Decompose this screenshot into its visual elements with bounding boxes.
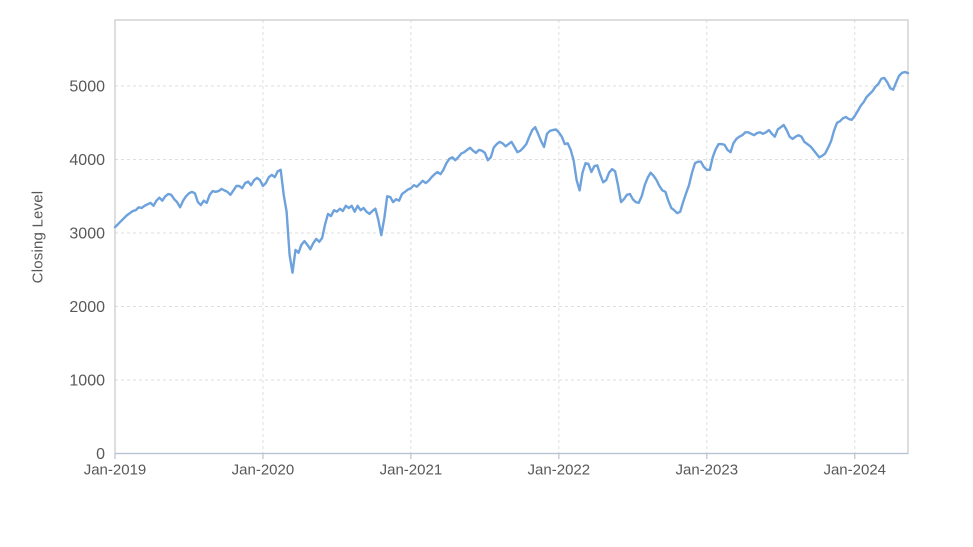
x-tick-label: Jan-2023 (676, 462, 739, 479)
x-tick-label: Jan-2019 (84, 462, 147, 479)
y-axis-title: Closing Level (29, 190, 47, 284)
price-line (113, 70, 910, 274)
y-tick-label: 4000 (69, 152, 105, 169)
y-tick-label: 3000 (69, 226, 105, 243)
plot-border (114, 19, 909, 455)
y-tick-label: 2000 (69, 299, 105, 316)
x-tick-label: Jan-2022 (528, 462, 591, 479)
y-tick-label: 1000 (69, 373, 105, 390)
y-tick-label: 0 (96, 446, 105, 463)
x-tick-label: Jan-2021 (380, 462, 443, 479)
y-tick-label: 5000 (69, 79, 105, 96)
x-tick-label: Jan-2020 (232, 462, 295, 479)
x-tick-label: Jan-2024 (823, 462, 886, 479)
